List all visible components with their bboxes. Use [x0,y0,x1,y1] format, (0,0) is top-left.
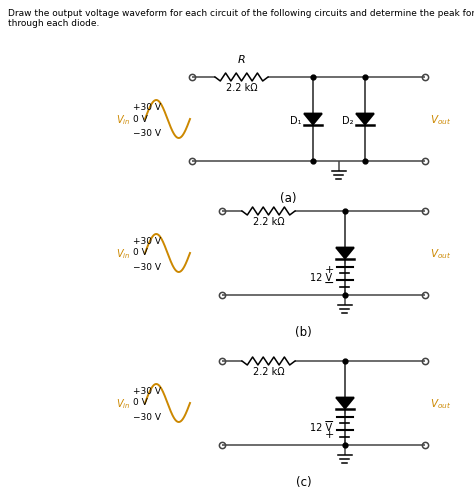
Text: −: − [323,415,334,428]
Text: D₂: D₂ [343,116,354,126]
Text: 12 V: 12 V [310,272,332,282]
Polygon shape [336,398,354,409]
Text: −: − [323,277,334,290]
Text: $V_{in}$: $V_{in}$ [116,113,130,127]
Polygon shape [336,248,354,259]
Text: +30 V: +30 V [133,237,161,246]
Text: −30 V: −30 V [133,413,161,422]
Text: 2.2 kΩ: 2.2 kΩ [253,216,284,226]
Polygon shape [356,114,374,125]
Text: +30 V: +30 V [133,387,161,396]
Text: 2.2 kΩ: 2.2 kΩ [253,366,284,376]
Text: (c): (c) [296,475,311,488]
Text: 2.2 kΩ: 2.2 kΩ [226,83,257,93]
Text: R: R [237,55,246,65]
Text: −30 V: −30 V [133,129,161,138]
Text: $V_{in}$: $V_{in}$ [116,396,130,410]
Text: 0 V: 0 V [133,398,148,407]
Text: $V_{out}$: $V_{out}$ [430,246,451,261]
Text: (a): (a) [280,191,297,204]
Text: +30 V: +30 V [133,103,161,112]
Text: $V_{in}$: $V_{in}$ [116,246,130,261]
Polygon shape [304,114,322,125]
Text: (b): (b) [295,325,312,338]
Text: $V_{out}$: $V_{out}$ [430,113,451,127]
Text: Draw the output voltage waveform for each circuit of the following circuits and : Draw the output voltage waveform for eac… [8,9,474,29]
Text: +: + [325,265,334,275]
Text: D₁: D₁ [291,116,302,126]
Text: −30 V: −30 V [133,263,161,272]
Text: +: + [325,429,334,439]
Text: 0 V: 0 V [133,248,148,257]
Text: 12 V: 12 V [310,422,332,432]
Text: 0 V: 0 V [133,114,148,123]
Text: $V_{out}$: $V_{out}$ [430,396,451,410]
